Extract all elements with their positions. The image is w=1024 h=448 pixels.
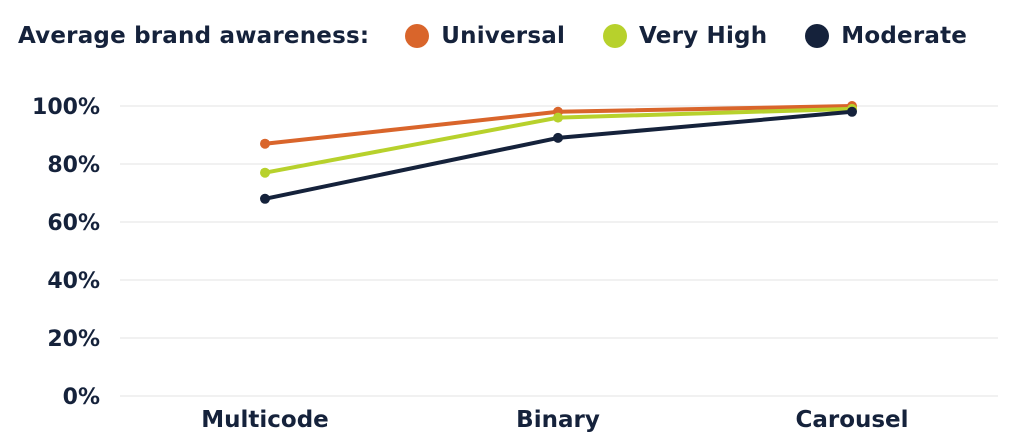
y-tick-label: 100%	[32, 95, 100, 120]
x-tick-label: Binary	[516, 407, 600, 433]
data-point-very-high	[260, 167, 270, 178]
legend-label-very-high: Very High	[639, 23, 768, 49]
legend-swatch-moderate	[805, 24, 830, 48]
y-tick-label: 40%	[47, 269, 100, 294]
data-point-moderate	[847, 106, 857, 117]
legend-swatch-very-high	[603, 24, 628, 48]
legend-title: Average brand awareness:	[18, 23, 370, 49]
y-axis-ticks: 0% 20% 40% 60% 80% 100%	[32, 95, 100, 410]
legend-item-moderate: Moderate	[805, 23, 967, 49]
gridlines	[120, 105, 998, 397]
x-tick-label: Carousel	[795, 407, 908, 433]
series-points	[260, 101, 857, 204]
data-point-moderate	[553, 132, 563, 143]
legend-label-universal: Universal	[441, 23, 566, 49]
chart-legend: Average brand awareness: Universal Very …	[18, 16, 1008, 56]
data-point-universal	[260, 138, 270, 149]
x-tick-label: Multicode	[201, 407, 329, 433]
legend-label-moderate: Moderate	[841, 23, 968, 49]
data-point-moderate	[260, 193, 270, 204]
legend-item-universal: Universal	[405, 23, 565, 49]
y-tick-label: 20%	[47, 327, 100, 352]
legend-item-very-high: Very High	[603, 23, 767, 49]
legend-swatch-universal	[405, 24, 430, 48]
y-tick-label: 0%	[63, 385, 100, 410]
y-tick-label: 80%	[47, 153, 100, 178]
x-axis-ticks: Multicode Binary Carousel	[201, 407, 908, 433]
data-point-very-high	[553, 112, 563, 123]
y-tick-label: 60%	[47, 211, 100, 236]
